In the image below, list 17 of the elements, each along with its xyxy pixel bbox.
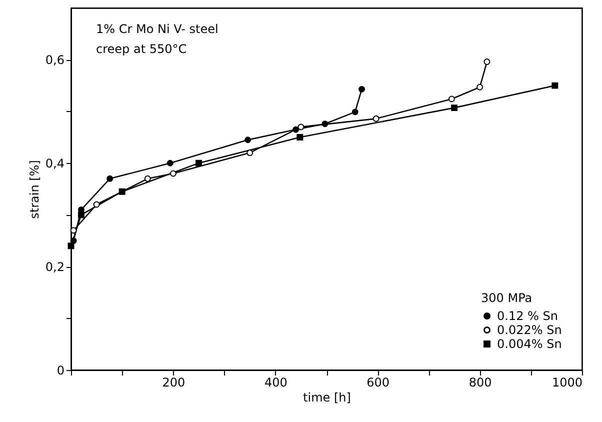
- legend-label: 0.022% Sn: [497, 323, 562, 337]
- annotation: creep at 550°C: [96, 42, 187, 56]
- y-tick-label: 0: [56, 364, 64, 378]
- x-tick-label: 600: [366, 376, 390, 390]
- x-tick-label: 400: [264, 376, 288, 390]
- legend-title: 300 MPa: [481, 291, 532, 305]
- y-tick-label: 0,4: [45, 156, 64, 171]
- legend-label: 0.12 % Sn: [497, 309, 558, 323]
- x-axis-title: time [h]: [303, 390, 351, 404]
- y-axis-title: strain [%]: [27, 160, 42, 219]
- x-tick-label: 200: [162, 376, 186, 390]
- y-tick-label: 0,2: [45, 260, 64, 274]
- annotation: 1% Cr Mo Ni V- steel: [96, 22, 218, 36]
- legend-label: 0.004% Sn: [497, 337, 562, 351]
- x-tick-label: 800: [468, 376, 492, 390]
- y-tick-label: 0,6: [45, 53, 64, 68]
- x-tick-label: 1000: [552, 376, 582, 390]
